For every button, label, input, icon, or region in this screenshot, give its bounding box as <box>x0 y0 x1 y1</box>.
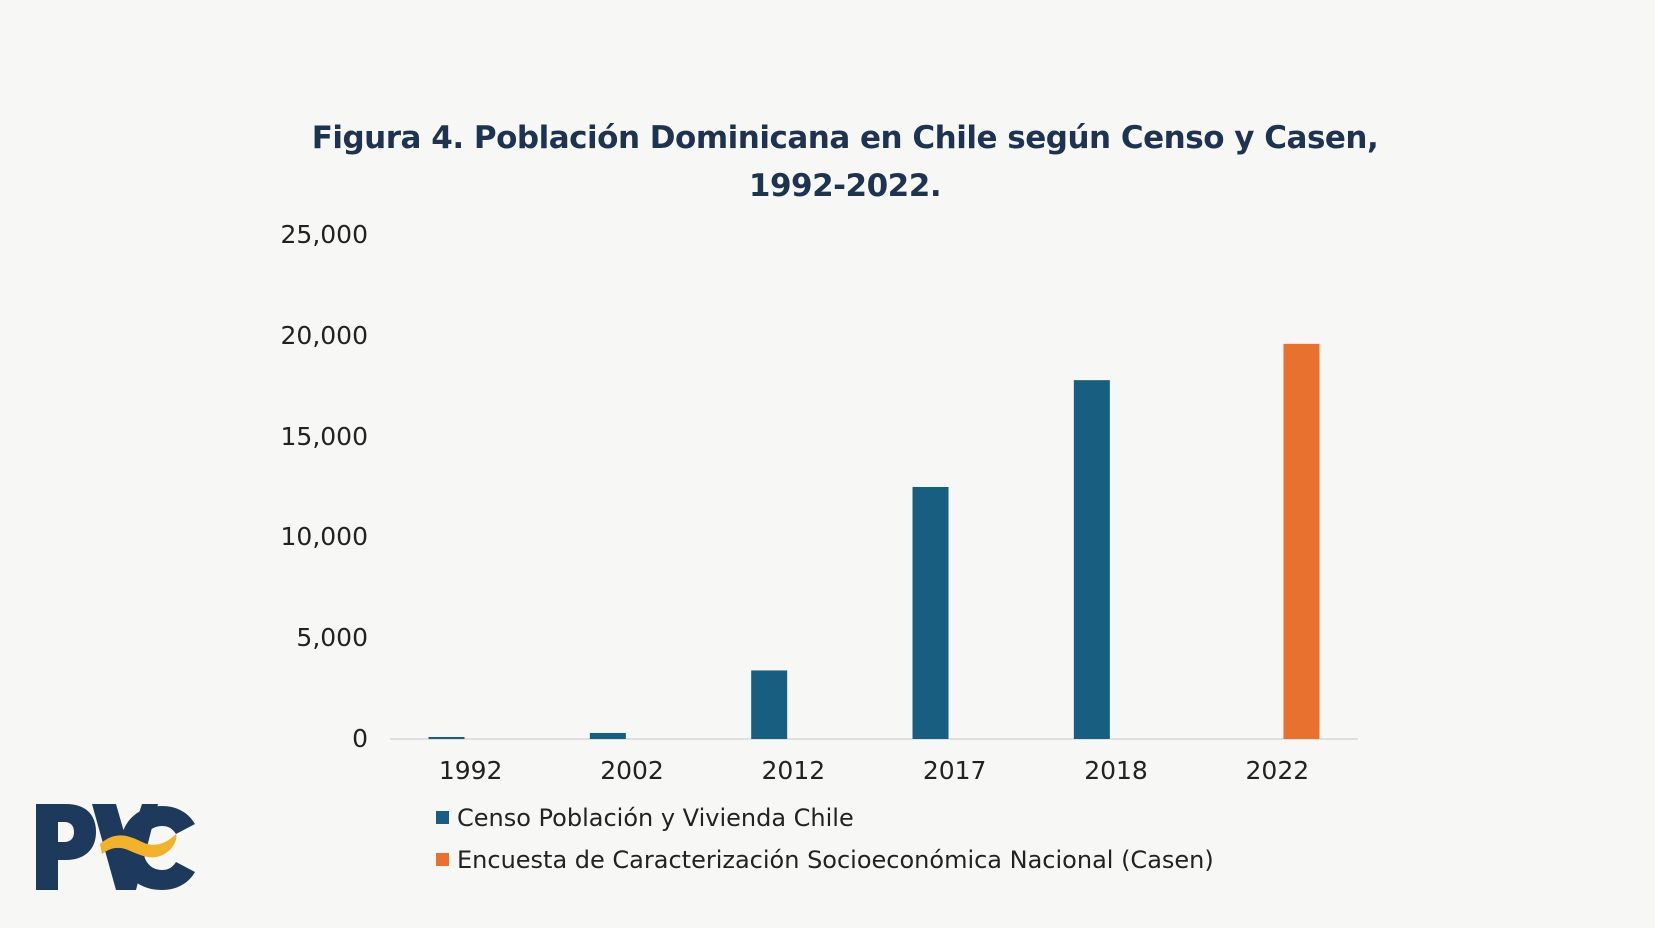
y-tick-label: 20,000 <box>280 320 368 350</box>
x-tick-label: 2018 <box>1084 756 1148 785</box>
chart-title-line2: 1992-2022. <box>748 168 942 204</box>
legend-label-censo: Censo Población y Vivienda Chile <box>457 804 854 832</box>
bar-censo-2018 <box>1073 380 1110 739</box>
y-tick-label: 5,000 <box>296 623 368 653</box>
y-tick-label: 0 <box>352 724 368 753</box>
x-tick-label: 2012 <box>761 756 826 785</box>
bar-censo-2012 <box>751 670 788 739</box>
y-tick-label: 10,000 <box>280 522 368 552</box>
legend-item-censo: Censo Población y Vivienda Chile <box>436 804 854 832</box>
chart-title-line1: Figura 4. Población Dominicana en Chile … <box>311 120 1379 156</box>
legend-swatch-casen <box>436 852 449 866</box>
legend-item-casen: Encuesta de Caracterización Socioeconómi… <box>436 846 1214 874</box>
bar-censo-1992 <box>428 736 465 739</box>
x-tick-label: 2017 <box>922 756 987 785</box>
legend-swatch-censo <box>436 810 449 824</box>
x-tick-label: 1992 <box>438 756 503 785</box>
y-tick-label: 15,000 <box>280 421 368 451</box>
x-tick-label: 2002 <box>600 756 664 785</box>
bar-casen-2022 <box>1283 343 1320 739</box>
y-tick-label: 25,000 <box>280 220 368 249</box>
x-tick-label: 2022 <box>1245 756 1310 785</box>
bar-censo-2002 <box>589 732 626 739</box>
pvc-logo <box>36 804 195 890</box>
legend-label-casen: Encuesta de Caracterización Socioeconómi… <box>457 846 1214 874</box>
bar-censo-2017 <box>912 487 949 739</box>
